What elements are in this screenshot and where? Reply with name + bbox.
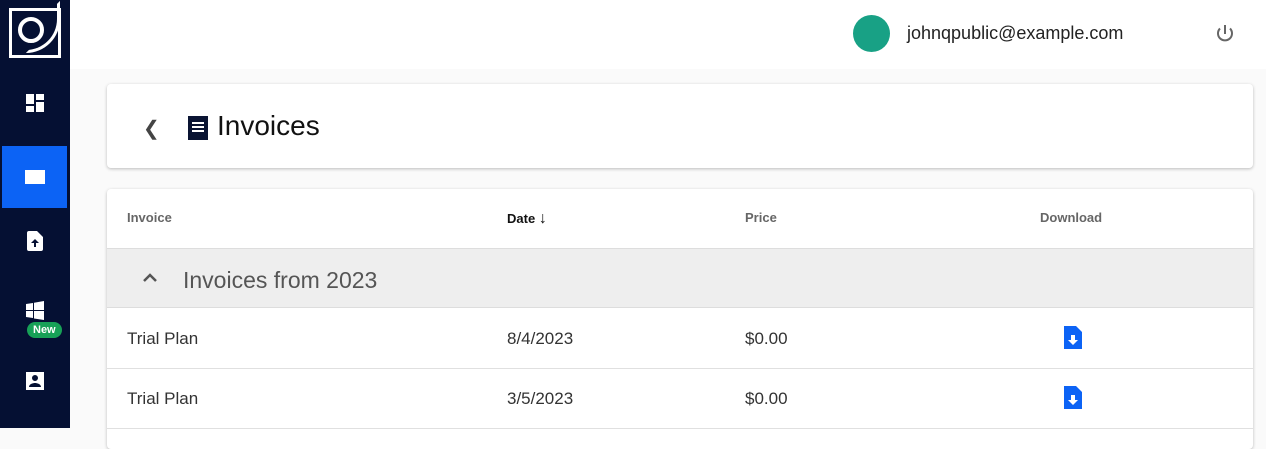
dashboard-icon [25, 94, 44, 112]
column-header-invoice[interactable]: Invoice [127, 210, 172, 225]
windows-icon [25, 301, 44, 320]
file-upload-icon [26, 231, 43, 251]
invoice-price: $0.00 [745, 329, 788, 348]
new-badge: New [27, 322, 62, 338]
sidebar-item-upload[interactable] [2, 210, 67, 272]
column-header-date[interactable]: Date ↓ [507, 210, 547, 228]
group-label: Invoices from 2023 [183, 267, 378, 293]
invoice-date: 3/5/2023 [507, 389, 574, 408]
top-bar: johnqpublic@example.com [70, 0, 1266, 69]
invoice-name: Trial Plan [127, 389, 199, 408]
back-button[interactable]: ❮ [143, 118, 160, 140]
page-title: Invoices [217, 110, 320, 141]
group-row[interactable]: Invoices from 2023 [107, 248, 1253, 308]
column-header-price[interactable]: Price [745, 210, 777, 225]
invoice-price: $0.00 [745, 389, 788, 408]
arrow-down-icon: ↓ [538, 210, 547, 227]
user-email: johnqpublic@example.com [907, 23, 1124, 43]
invoices-table: Invoice Date ↓ Price Download Invoices f… [107, 189, 1253, 449]
column-header-download: Download [1040, 210, 1103, 225]
page-header-card: ❮ Invoices [107, 84, 1253, 168]
sidebar-item-account[interactable] [2, 350, 67, 412]
download-file-icon[interactable] [1062, 385, 1084, 411]
avatar[interactable] [853, 15, 890, 52]
sidebar-item-dashboard[interactable] [2, 72, 67, 134]
receipt-icon [24, 170, 45, 184]
sidebar-item-invoices[interactable] [2, 146, 67, 208]
power-icon[interactable] [1213, 22, 1237, 46]
invoice-date: 8/4/2023 [507, 329, 574, 348]
invoice-name: Trial Plan [127, 329, 199, 348]
account-box-icon [25, 372, 44, 390]
download-file-icon[interactable] [1062, 325, 1084, 351]
logo[interactable] [9, 1, 61, 58]
column-header-label: Date [507, 211, 536, 226]
chevron-up-icon[interactable] [142, 265, 158, 289]
table-row: Trial Plan 8/4/2023 $0.00 [107, 309, 1253, 369]
table-row: Trial Plan 3/5/2023 $0.00 [107, 369, 1253, 429]
sidebar: New [0, 0, 70, 428]
sidebar-item-windows[interactable] [2, 280, 67, 342]
receipt-icon [188, 116, 208, 140]
